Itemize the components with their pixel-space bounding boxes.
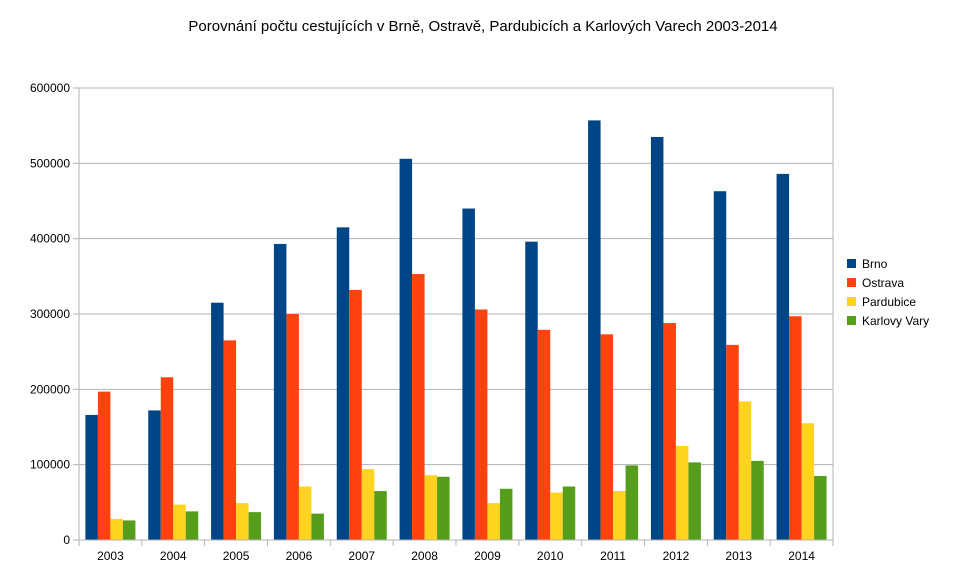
y-tick-label: 400000 (30, 232, 70, 246)
bar-ostrava (412, 274, 425, 540)
bar-ostrava (474, 309, 488, 540)
x-tick-label: 2014 (788, 549, 815, 563)
y-tick-label: 300000 (30, 307, 70, 321)
bar-brno (273, 243, 287, 540)
bar-ostrava (537, 329, 551, 540)
bar-karlovy-vary (499, 488, 513, 540)
x-tick-label: 2012 (663, 549, 690, 563)
bar-karlovy-vary (122, 520, 136, 540)
legend-label: Karlovy Vary (862, 314, 929, 328)
bar-karlovy-vary (374, 491, 387, 540)
bar-pardubice (236, 503, 249, 540)
legend-swatch (847, 316, 856, 325)
bar-ostrava (600, 334, 614, 540)
bar-pardubice (361, 469, 375, 540)
bar-karlovy-vary (437, 476, 450, 540)
bar-brno (776, 173, 790, 540)
y-tick-label: 600000 (30, 81, 70, 95)
x-tick-label: 2007 (348, 549, 375, 563)
x-tick-label: 2009 (474, 549, 501, 563)
bar-karlovy-vary (185, 511, 199, 540)
legend-swatch (847, 259, 856, 268)
bar-pardubice (424, 475, 438, 540)
legend-label: Brno (862, 257, 888, 271)
bar-ostrava (97, 391, 111, 540)
legend-label: Pardubice (862, 295, 916, 309)
x-tick-label: 2008 (411, 549, 438, 563)
bar-brno (588, 120, 601, 540)
bar-ostrava (726, 344, 739, 540)
bar-ostrava (160, 377, 174, 540)
bar-pardubice (298, 486, 312, 540)
bar-brno (148, 410, 161, 540)
bar-brno (713, 191, 727, 540)
y-tick-label: 200000 (30, 382, 70, 396)
bar-pardubice (110, 518, 123, 540)
bar-pardubice (675, 445, 689, 540)
bar-pardubice (613, 491, 626, 540)
bar-pardubice (801, 423, 815, 540)
bar-brno (650, 136, 664, 540)
bar-brno (336, 227, 350, 540)
y-tick-label: 0 (63, 533, 70, 547)
bar-karlovy-vary (562, 486, 576, 540)
bar-pardubice (487, 503, 500, 540)
bar-karlovy-vary (311, 513, 324, 540)
bar-ostrava (789, 316, 802, 540)
bar-pardubice (738, 401, 752, 540)
x-tick-label: 2005 (223, 549, 250, 563)
bar-karlovy-vary (625, 465, 639, 540)
bar-karlovy-vary (814, 475, 827, 540)
bar-ostrava (349, 289, 362, 540)
bar-pardubice (173, 504, 186, 540)
x-tick-label: 2004 (160, 549, 187, 563)
bar-brno (399, 158, 413, 540)
x-tick-label: 2010 (537, 549, 564, 563)
y-tick-label: 500000 (30, 156, 70, 170)
y-tick-label: 100000 (30, 458, 70, 472)
x-tick-label: 2003 (97, 549, 124, 563)
bar-brno (211, 302, 224, 540)
x-tick-label: 2013 (725, 549, 752, 563)
x-tick-label: 2011 (600, 549, 626, 563)
bar-brno (525, 241, 538, 540)
chart-title: Porovnání počtu cestujících v Brně, Ostr… (188, 18, 778, 35)
bar-brno (85, 414, 98, 540)
legend-label: Ostrava (862, 276, 904, 290)
bar-ostrava (663, 323, 676, 540)
legend-swatch (847, 297, 856, 306)
bar-pardubice (550, 492, 563, 540)
bar-karlovy-vary (688, 462, 701, 540)
bar-karlovy-vary (248, 512, 262, 540)
legend-swatch (847, 278, 856, 287)
bar-ostrava (223, 340, 237, 540)
bar-brno (462, 208, 475, 541)
bar-ostrava (286, 314, 299, 540)
x-tick-label: 2006 (286, 549, 313, 563)
bar-karlovy-vary (751, 460, 764, 540)
